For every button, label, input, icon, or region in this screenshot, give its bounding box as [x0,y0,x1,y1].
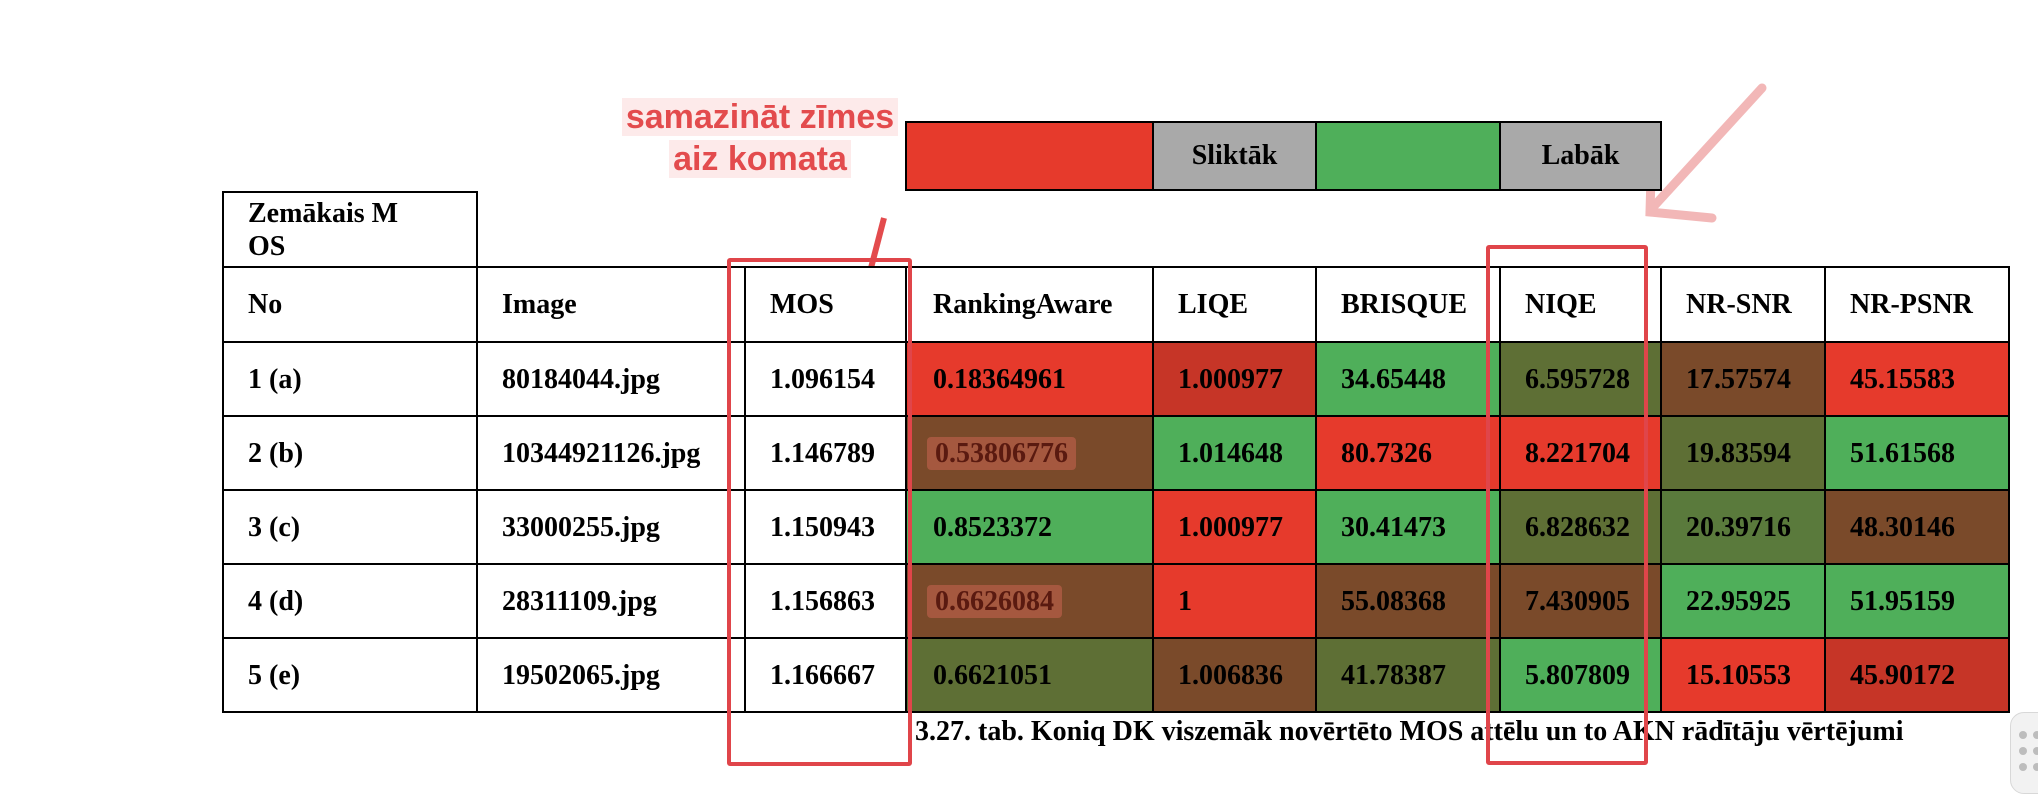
row-4-niqe: 7.430905 [1499,563,1662,639]
highlight-box-mos [727,258,912,766]
row-2-nr-snr: 19.83594 [1660,415,1826,491]
row-2-rankingaware: 0.53806776 [927,436,1076,470]
row-2-rankingaware-cell: 0.53806776 [905,415,1154,491]
row-1-image: 80184044.jpg [476,341,746,417]
row-3-nr-psnr: 48.30146 [1824,489,2010,565]
row-3-niqe: 6.828632 [1499,489,1662,565]
annotation-arrow-niqe [1650,83,1767,210]
row-4-mos: 1.156863 [744,563,907,639]
row-3-image: 33000255.jpg [476,489,746,565]
legend-worse-label: Sliktāk [1152,121,1317,191]
row-5-no: 5 (e) [222,637,478,713]
row-5-rankingaware: 0.6621051 [905,637,1154,713]
row-5-liqe: 1.006836 [1152,637,1317,713]
row-2-image: 10344921126.jpg [476,415,746,491]
row-4-image: 28311109.jpg [476,563,746,639]
row-5-mos: 1.166667 [744,637,907,713]
annotation-note: samazināt zīmes aiz komata [610,96,910,180]
legend-worse-swatch [905,121,1154,191]
row-5-brisque: 41.78387 [1315,637,1501,713]
row-5-image: 19502065.jpg [476,637,746,713]
row-3-liqe: 1.000977 [1152,489,1317,565]
row-4-no: 4 (d) [222,563,478,639]
row-2-no: 2 (b) [222,415,478,491]
annotation-note-line1: samazināt zīmes [621,98,899,136]
header-brisque: BRISQUE [1315,266,1501,343]
row-2-brisque: 80.7326 [1315,415,1501,491]
row-1-brisque: 34.65448 [1315,341,1501,417]
header-rankingaware: RankingAware [905,266,1154,343]
header-no: No [222,266,478,343]
row-4-liqe: 1 [1152,563,1317,639]
highlight-box-niqe [1486,245,1648,765]
header-liqe: LIQE [1152,266,1317,343]
table-caption: 3.27. tab. Koniq DK viszemāk novērtēto M… [915,716,1904,747]
header-nr-psnr: NR-PSNR [1824,266,2010,343]
legend-better-swatch [1315,121,1501,191]
row-2-mos: 1.146789 [744,415,907,491]
legend-better-label: Labāk [1499,121,1662,191]
row-1-nr-snr: 17.57574 [1660,341,1826,417]
row-4-rankingaware: 0.6626084 [927,584,1062,618]
header-image: Image [476,266,746,343]
row-3-rankingaware: 0.8523372 [905,489,1154,565]
row-2-nr-psnr: 51.61568 [1824,415,2010,491]
row-5-niqe: 5.807809 [1499,637,1662,713]
row-4-nr-snr: 22.95925 [1660,563,1826,639]
annotation-note-line2: aiz komata [669,140,851,178]
row-3-nr-snr: 20.39716 [1660,489,1826,565]
row-1-rankingaware: 0.18364961 [905,341,1154,417]
row-2-liqe: 1.014648 [1152,415,1317,491]
row-1-liqe: 1.000977 [1152,341,1317,417]
row-3-brisque: 30.41473 [1315,489,1501,565]
row-3-mos: 1.150943 [744,489,907,565]
group-header: Zemākais MOS [222,191,478,268]
row-5-nr-psnr: 45.90172 [1824,637,2010,713]
scroll-handle[interactable] [2010,712,2038,794]
row-1-nr-psnr: 45.15583 [1824,341,2010,417]
header-niqe: NIQE [1499,266,1662,343]
row-1-no: 1 (a) [222,341,478,417]
header-nr-snr: NR-SNR [1660,266,1826,343]
row-3-no: 3 (c) [222,489,478,565]
row-5-nr-snr: 15.10553 [1660,637,1826,713]
row-4-brisque: 55.08368 [1315,563,1501,639]
row-4-nr-psnr: 51.95159 [1824,563,2010,639]
row-4-rankingaware-cell: 0.6626084 [905,563,1154,639]
